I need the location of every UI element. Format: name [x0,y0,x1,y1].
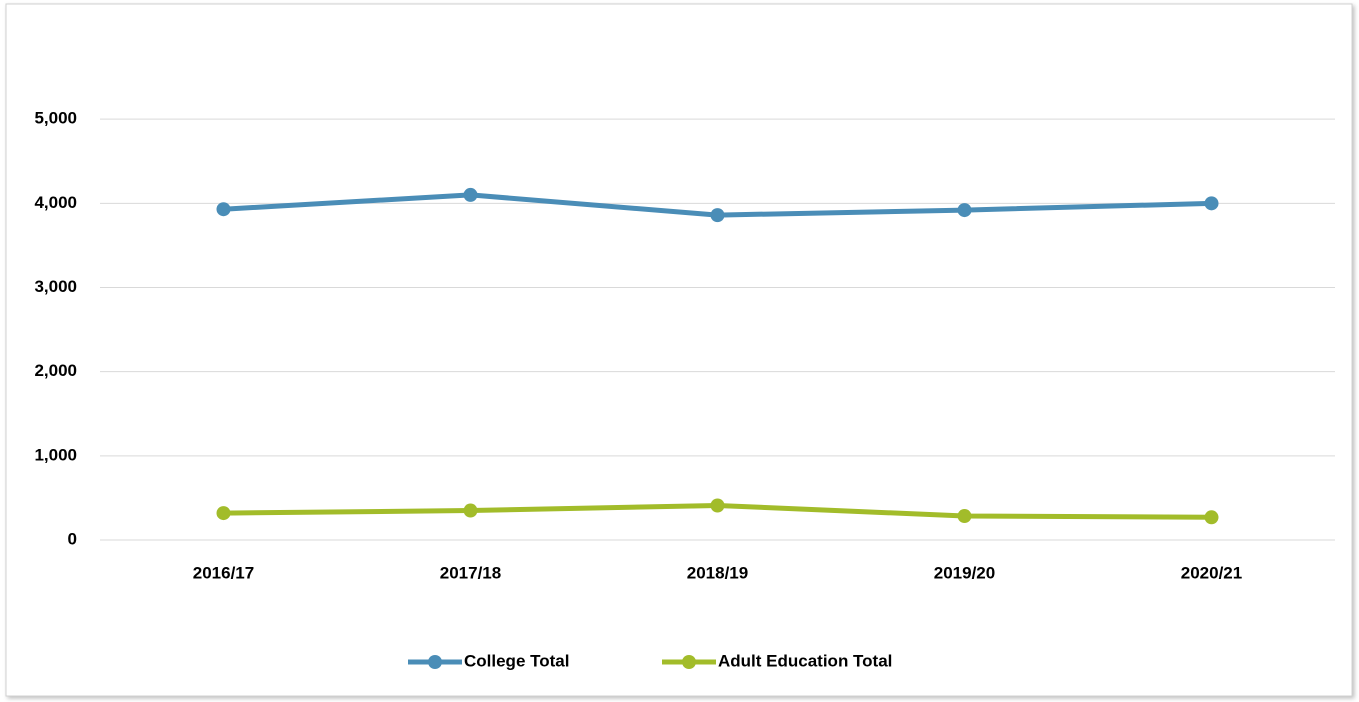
x-tick-label: 2016/17 [193,563,254,582]
data-point [710,208,725,223]
x-tick-label: 2018/19 [687,563,748,582]
legend-marker [682,655,696,669]
x-tick-label: 2020/21 [1181,563,1242,582]
data-point [957,203,972,218]
data-point [1204,510,1219,525]
data-point [463,187,478,202]
data-point [710,498,725,513]
y-tick-label: 4,000 [34,193,77,212]
data-point [1204,196,1219,211]
data-point [216,202,231,217]
legend-label: College Total [464,651,569,670]
x-tick-label: 2019/20 [934,563,995,582]
data-point [463,503,478,518]
y-tick-label: 1,000 [34,445,77,464]
y-tick-label: 5,000 [34,109,77,128]
data-point [957,509,972,524]
y-tick-label: 0 [68,529,77,548]
y-tick-label: 3,000 [34,277,77,296]
y-tick-label: 2,000 [34,361,77,380]
legend-label: Adult Education Total [718,651,892,670]
chart-frame [5,3,1353,697]
x-tick-label: 2017/18 [440,563,501,582]
data-point [216,506,231,521]
legend-marker [428,655,442,669]
